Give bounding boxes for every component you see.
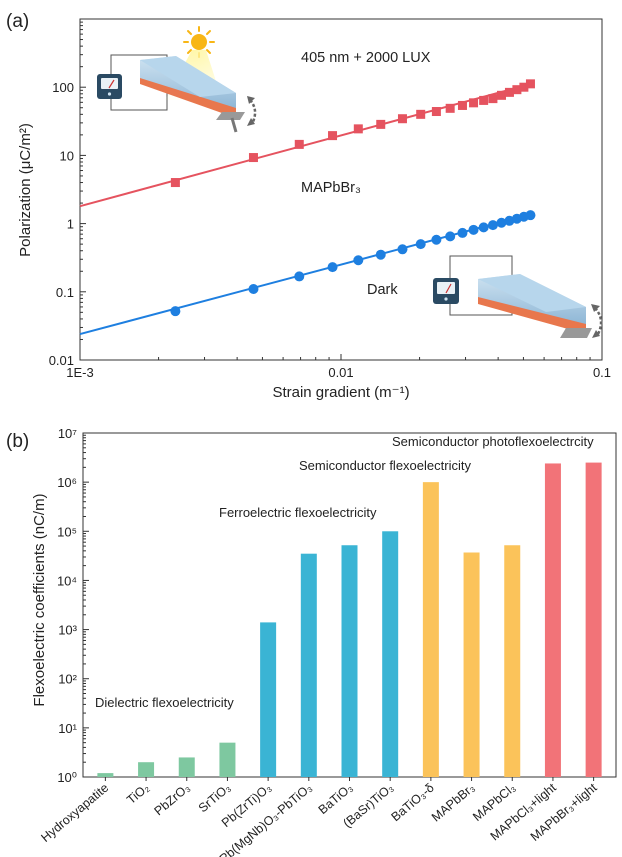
panel-a-y-axis-label: Polarization (μC/m²) [17, 123, 34, 257]
category-label: SrTiO₃ [196, 781, 234, 816]
bar [422, 482, 439, 777]
data-point-light [469, 98, 479, 108]
data-point-light [376, 119, 386, 129]
panel-b-bars [97, 462, 602, 777]
data-point-dark [496, 217, 507, 228]
group-label-semiconductor: Semiconductor flexoelectricity [299, 458, 471, 473]
data-point-dark [445, 231, 456, 242]
bar [544, 463, 561, 777]
panel-b-label: (b) [6, 431, 29, 452]
panel-a-series [79, 79, 536, 336]
category-label: Hydroxyapatite [38, 781, 111, 845]
data-point-dark [397, 244, 408, 255]
y-tick-label: 10³ [58, 623, 77, 638]
data-point-dark [327, 262, 338, 273]
x-tick-label: 0.01 [328, 365, 353, 380]
y-tick-label: 10⁷ [58, 426, 77, 441]
bar [341, 545, 358, 777]
bar [300, 553, 317, 777]
data-point-dark [294, 271, 305, 282]
y-tick-label: 1 [67, 217, 74, 232]
x-tick-label: 1E-3 [66, 365, 93, 380]
y-tick-label: 0.01 [49, 353, 74, 368]
bar [219, 742, 236, 777]
data-point-light [512, 85, 522, 95]
bar [178, 757, 195, 777]
data-point-dark [468, 224, 479, 235]
panel-a-x-axis-label: Strain gradient (m⁻¹) [272, 384, 409, 401]
data-point-light [457, 100, 467, 110]
y-tick-label: 10⁰ [57, 770, 77, 785]
data-point-light [504, 87, 514, 97]
panel-b: (b) 10⁰ 10¹ 10² 10³ 10⁴ 10⁵ 10⁶ 10⁷ Flexoelectr… [6, 426, 617, 857]
category-label: MAPbBr₃ [429, 781, 478, 825]
data-point-dark [431, 234, 442, 245]
data-point-light [488, 94, 498, 104]
bar [382, 531, 399, 777]
panel-b-y-axis-label: Flexoelectric coefficients (nC/m) [31, 493, 48, 706]
panel-b-axes: 10⁰ 10¹ 10² 10³ 10⁴ 10⁵ 10⁶ 10⁷ [57, 426, 595, 785]
annotation-dark: Dark [367, 282, 398, 298]
data-point-light [525, 79, 535, 89]
group-label-photoflexo: Semiconductor photoflexoelectrcity [392, 434, 594, 449]
data-point-light [431, 107, 441, 117]
data-point-light [496, 90, 506, 100]
category-label: BaTiO₃-δ [389, 781, 437, 825]
data-point-dark [478, 222, 489, 233]
bending-arrow-icon [591, 304, 603, 338]
y-tick-label: 0.1 [56, 285, 74, 300]
data-point-light [445, 103, 455, 113]
data-point-light [479, 95, 489, 105]
data-point-light [328, 131, 338, 141]
flexible-film-device [478, 274, 592, 338]
data-point-light [416, 109, 426, 119]
sun-icon [183, 26, 215, 58]
y-tick-label: 100 [52, 80, 74, 95]
inset-illuminated-device [97, 26, 257, 133]
category-label: TiO₂ [124, 780, 152, 807]
x-tick-label: 0.1 [593, 365, 611, 380]
y-tick-label: 10⁴ [57, 573, 77, 588]
data-point-light [353, 124, 363, 134]
data-point-dark [415, 239, 426, 250]
panel-b-category-labels: Hydroxyapatite TiO₂ PbZrO₃ SrTiO₃Pb(ZrTi)O₃… [38, 780, 600, 857]
bar [260, 622, 277, 777]
bar [585, 462, 602, 777]
data-point-dark [170, 306, 181, 317]
annotation-material: MAPbBr₃ [301, 180, 361, 196]
group-label-dielectric: Dielectric flexoelectricity [95, 695, 234, 710]
bar [97, 773, 114, 777]
bending-arrow-icon [247, 96, 257, 126]
data-point-light [519, 82, 529, 92]
y-tick-label: 10⁶ [57, 475, 77, 490]
annotation-light-condition: 405 nm + 2000 LUX [301, 50, 431, 66]
data-point-light [170, 178, 180, 188]
y-tick-label: 10 [60, 148, 74, 163]
data-point-dark [487, 220, 498, 231]
category-label: PbZrO₃ [152, 781, 193, 819]
data-point-dark [525, 210, 536, 221]
inset-dark-device [433, 255, 603, 338]
data-point-dark [457, 227, 468, 238]
data-point-light [397, 114, 407, 124]
data-point-dark [353, 255, 364, 266]
data-point-light [248, 153, 258, 163]
data-point-dark [375, 249, 386, 260]
data-point-light [294, 139, 304, 149]
bar [504, 545, 521, 777]
bar [138, 762, 155, 777]
group-label-ferroelectric: Ferroelectric flexoelectricity [219, 505, 377, 520]
bar [463, 552, 480, 777]
y-tick-label: 10⁵ [57, 524, 77, 539]
meter-icon [97, 74, 122, 99]
meter-icon [433, 278, 459, 304]
flexible-film-device [140, 56, 245, 133]
data-point-dark [248, 283, 259, 294]
y-tick-label: 10² [58, 672, 77, 687]
panel-a-label: (a) [6, 11, 29, 32]
y-tick-label: 10¹ [58, 721, 77, 736]
